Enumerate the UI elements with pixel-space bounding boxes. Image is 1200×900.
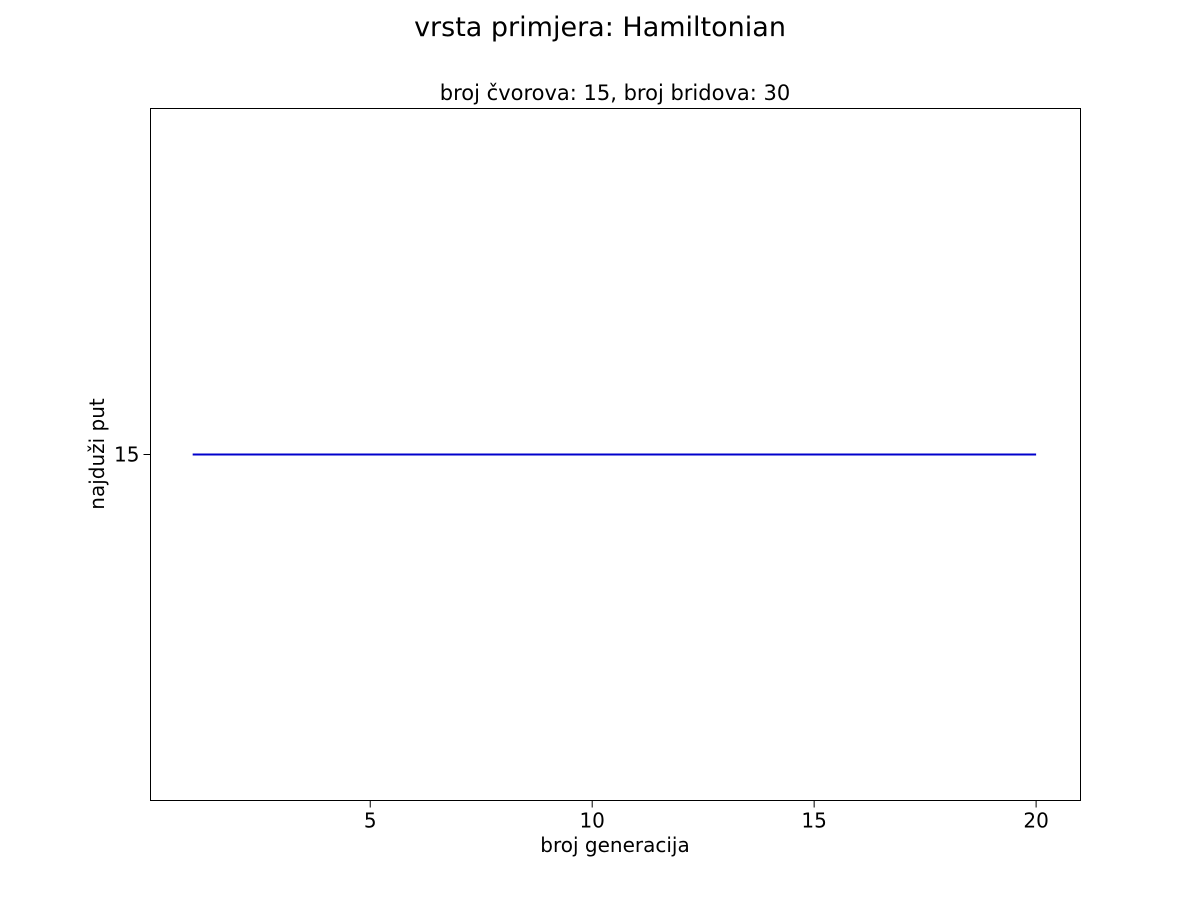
x-tick-label: 5 (364, 809, 377, 833)
y-axis: 15 (114, 443, 151, 467)
y-axis-label: najduži put (85, 398, 109, 510)
figure-suptitle: vrsta primjera: Hamiltonian (414, 12, 786, 43)
chart-title: broj čvorova: 15, broj bridova: 30 (440, 81, 790, 105)
x-tick-label: 20 (1023, 809, 1048, 833)
x-tick-label: 15 (801, 809, 826, 833)
x-axis: 5 10 15 20 (364, 800, 1049, 833)
y-tick-label: 15 (114, 443, 139, 467)
x-axis-label: broj generacija (540, 833, 689, 857)
x-tick-label: 10 (579, 809, 604, 833)
